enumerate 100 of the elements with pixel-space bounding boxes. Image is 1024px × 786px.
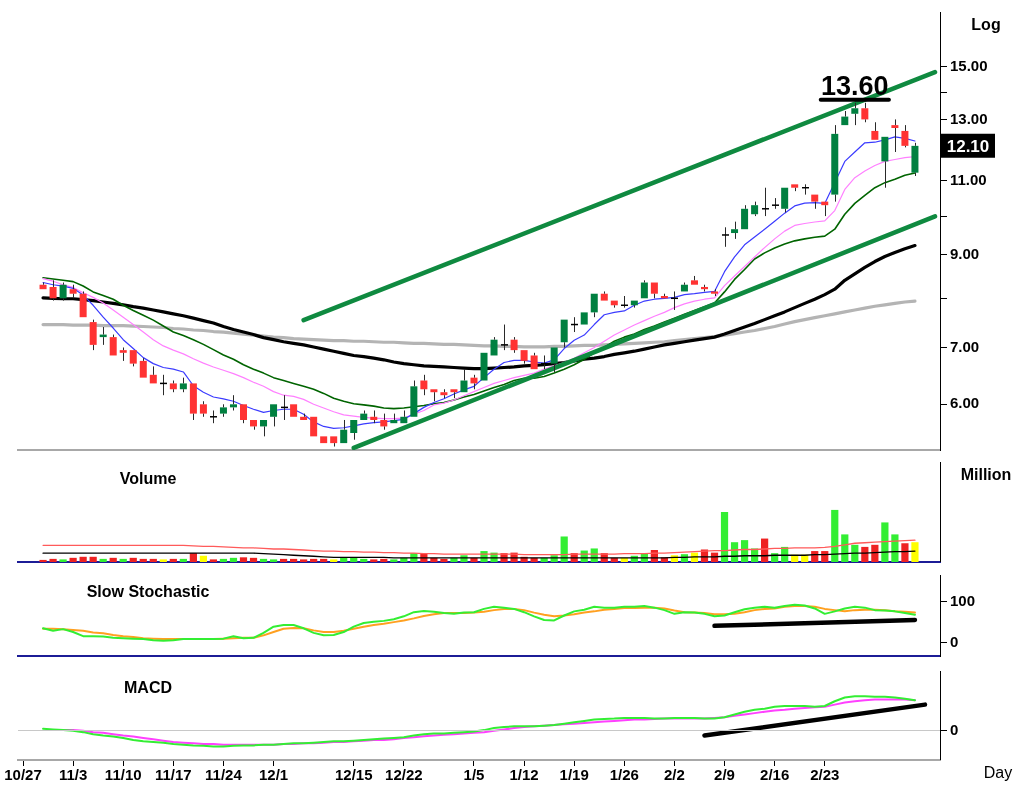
bar	[259, 558, 268, 562]
annotation: 13.60	[821, 70, 889, 101]
x-tick-label: 2/16	[760, 766, 790, 784]
bar	[901, 543, 909, 562]
text: 12.10	[946, 136, 990, 156]
x-tick-label: 11/10	[104, 766, 142, 784]
bar	[300, 559, 308, 562]
bar	[390, 559, 398, 562]
candlestick	[239, 404, 247, 424]
candlestick	[731, 221, 739, 240]
candlestick	[891, 118, 899, 153]
candlestick	[460, 368, 468, 393]
chart-title: Volume	[119, 470, 177, 488]
candlestick	[59, 282, 67, 302]
x-tick-label: 1/26	[609, 766, 639, 784]
candlestick	[119, 347, 127, 362]
bar	[720, 512, 729, 562]
candlestick	[550, 347, 558, 373]
candlestick	[741, 204, 749, 230]
candlestick	[751, 201, 759, 217]
candlestick	[199, 400, 207, 418]
bar	[831, 509, 839, 562]
candlestick	[520, 350, 528, 365]
candlestick	[911, 142, 919, 177]
bar	[871, 544, 879, 562]
candlestick	[360, 409, 368, 420]
bar	[79, 556, 87, 562]
candlestick	[500, 324, 509, 351]
bar	[239, 557, 248, 562]
candlestick	[430, 389, 438, 402]
y-axis-title: Million	[960, 466, 1012, 484]
candlestick	[229, 394, 237, 411]
y-tick-label: 11.00	[950, 171, 987, 189]
bar	[279, 558, 288, 562]
text: Slow Stochastic	[86, 583, 210, 601]
candlestick	[219, 403, 227, 418]
bar	[49, 558, 57, 562]
bar	[139, 558, 147, 562]
candlestick	[380, 413, 388, 431]
candlestick	[300, 413, 308, 420]
bar	[219, 558, 228, 562]
candlestick	[450, 389, 458, 399]
candlestick	[270, 404, 278, 427]
candlestick	[370, 409, 378, 424]
bar	[881, 522, 889, 562]
candlestick	[901, 124, 909, 148]
candlestick	[79, 290, 87, 318]
candlestick	[330, 436, 338, 448]
candlestick	[39, 282, 47, 290]
x-tick-label: 1/12	[509, 766, 539, 784]
chart-title: MACD	[124, 679, 172, 697]
candlestick	[139, 357, 147, 378]
bar	[440, 558, 448, 562]
bar	[179, 558, 187, 562]
candlestick	[791, 184, 799, 192]
bar	[320, 558, 328, 562]
y-tick-label: 7.00	[950, 337, 980, 355]
bar	[610, 557, 618, 562]
bar	[620, 557, 628, 562]
bar	[99, 558, 107, 562]
candlestick	[861, 102, 869, 123]
y-tick-label: 0	[950, 632, 959, 650]
bar	[370, 559, 378, 562]
candlestick	[831, 124, 839, 203]
bar	[89, 556, 97, 562]
x-tick-label: 12/15	[334, 766, 373, 784]
candlestick	[510, 336, 518, 354]
x-tick-label: 2/9	[714, 766, 735, 784]
x-tick-label: 11/17	[154, 766, 192, 784]
x-tick-label: 12/22	[385, 766, 423, 784]
x-axis-title: Day	[983, 764, 1013, 782]
candlestick	[560, 319, 568, 348]
y-axis-title: Log	[971, 16, 1001, 34]
bar	[560, 536, 568, 562]
bar	[159, 559, 167, 562]
bar	[841, 534, 849, 562]
candlestick	[871, 121, 879, 140]
candlestick	[390, 413, 398, 424]
bar	[59, 559, 67, 562]
x-tick-label: 2/23	[810, 766, 840, 784]
candlestick	[881, 136, 889, 189]
candlestick	[841, 110, 849, 126]
candlestick	[340, 419, 348, 444]
candlestick	[640, 279, 648, 299]
candlestick	[420, 374, 428, 396]
candlestick	[811, 194, 819, 210]
bar	[360, 558, 368, 562]
candlestick	[350, 419, 358, 441]
candlestick	[189, 383, 197, 421]
bar	[169, 558, 177, 562]
candlestick	[851, 102, 859, 126]
bar	[199, 555, 208, 562]
bar	[380, 558, 388, 562]
bar	[209, 559, 218, 562]
bar	[330, 559, 338, 562]
bar	[109, 557, 117, 562]
x-tick-label: 11/3	[58, 766, 88, 784]
bar	[350, 557, 358, 562]
x-tick-label: 12/1	[258, 766, 289, 784]
candlestick	[600, 290, 608, 301]
